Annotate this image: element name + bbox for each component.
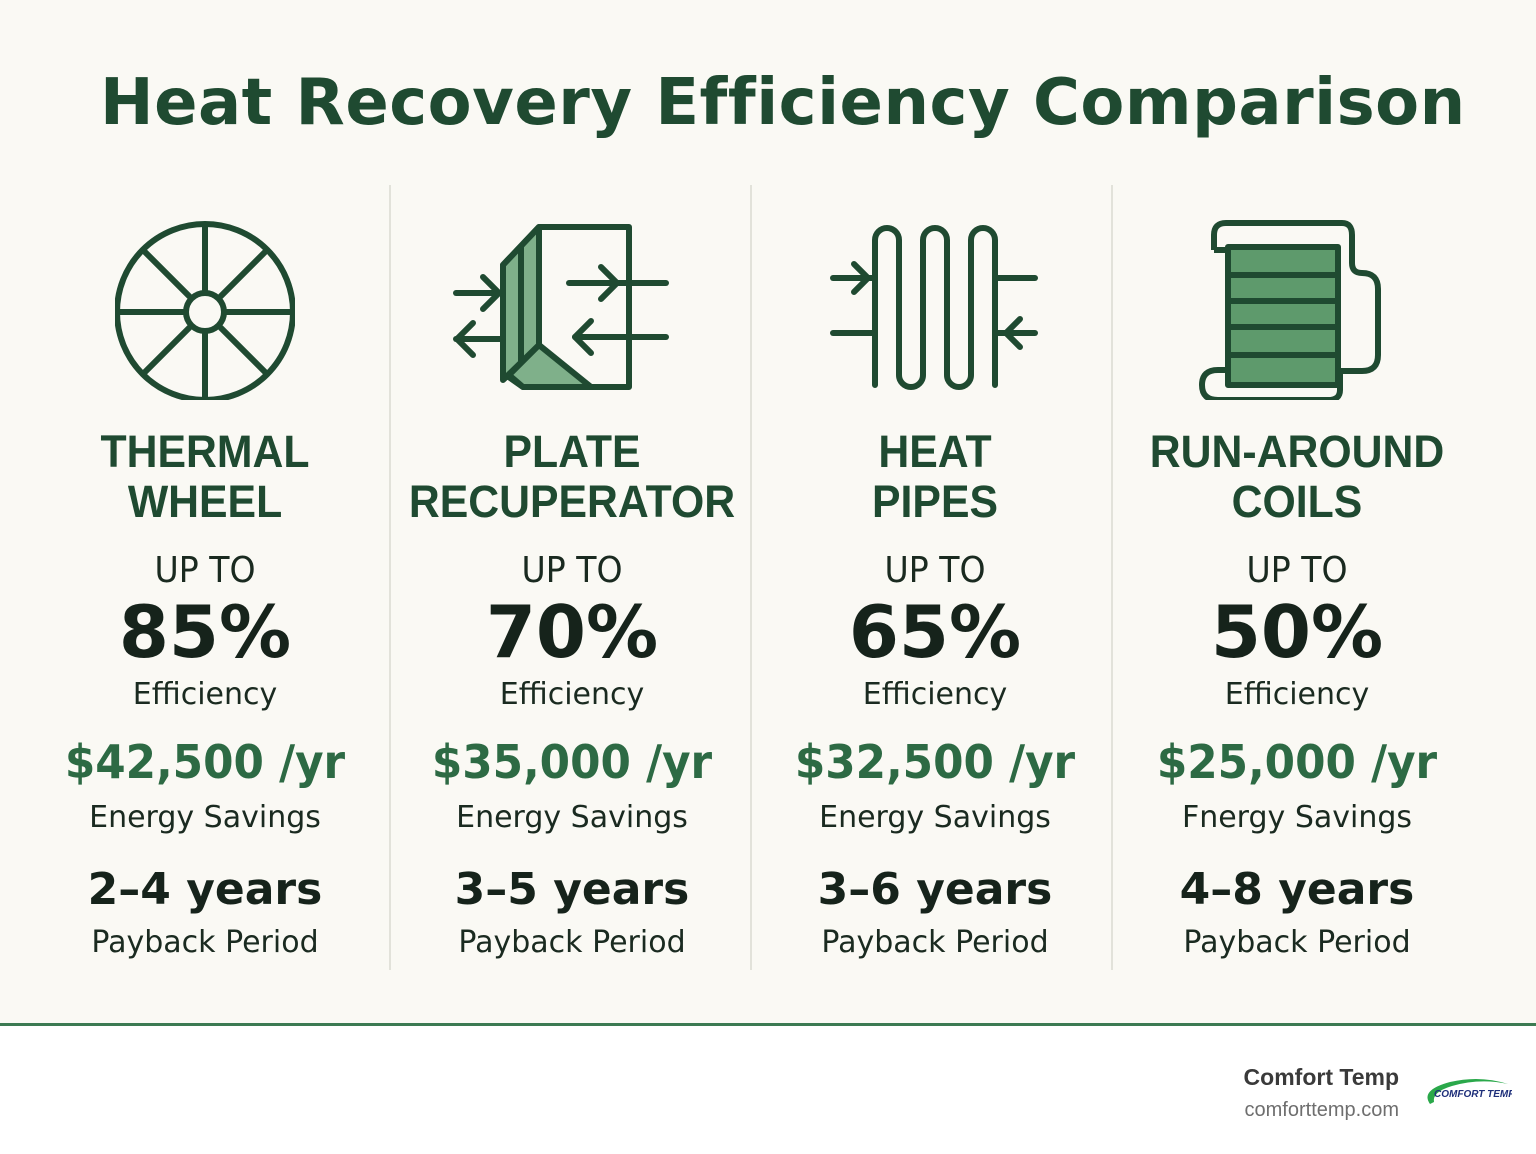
savings-value: $32,500 /yr <box>794 735 1076 789</box>
technology-name: THERMAL WHEEL <box>100 426 310 527</box>
heat-pipes-icon <box>830 225 1038 390</box>
column-divider <box>750 185 752 970</box>
savings-value: $42,500 /yr <box>64 735 346 789</box>
column-thermal-wheel: THERMAL WHEEL UP TO 85% Efficiency $42,50… <box>24 0 386 1000</box>
thermal-wheel-icon <box>115 221 295 400</box>
savings-label: Energy Savings <box>89 800 321 835</box>
footer-divider <box>0 1023 1536 1026</box>
column-divider <box>389 185 391 970</box>
savings-value: $35,000 /yr <box>431 735 713 789</box>
savings-value: $25,000 /yr <box>1156 735 1438 789</box>
up-to-label: UP TO <box>521 550 623 591</box>
technology-name: RUN-AROUND COILS <box>1149 426 1445 527</box>
payback-label: Payback Period <box>821 925 1049 960</box>
savings-label: Energy Savings <box>456 800 688 835</box>
efficiency-value: 65% <box>848 590 1022 674</box>
efficiency-value: 70% <box>485 590 659 674</box>
payback-value: 3–6 years <box>817 864 1053 915</box>
efficiency-label: Efficiency <box>499 677 645 712</box>
efficiency-value: 85% <box>118 590 292 674</box>
up-to-label: UP TO <box>1246 550 1348 591</box>
technology-name: PLATE RECUPERATOR <box>408 426 736 527</box>
efficiency-label: Efficiency <box>1224 677 1370 712</box>
column-divider <box>1111 185 1113 970</box>
payback-value: 3–5 years <box>454 864 690 915</box>
payback-label: Payback Period <box>1183 925 1411 960</box>
payback-value: 4–8 years <box>1179 864 1415 915</box>
efficiency-label: Efficiency <box>862 677 1008 712</box>
payback-label: Payback Period <box>91 925 319 960</box>
efficiency-label: Efficiency <box>132 677 278 712</box>
savings-label: Energy Savings <box>819 800 1051 835</box>
technology-name: HEAT PIPES <box>872 426 998 527</box>
savings-label: Fnergy Savings <box>1181 800 1413 835</box>
brand-name: Comfort Temp <box>1243 1064 1399 1090</box>
comfort-temp-logo: COMFORT TEMP <box>1427 1078 1512 1104</box>
page-title: Heat Recovery Efficiency Comparison <box>100 66 1466 140</box>
up-to-label: UP TO <box>154 550 256 591</box>
payback-label: Payback Period <box>458 925 686 960</box>
run-around-coils-icon <box>1199 220 1381 400</box>
payback-value: 2–4 years <box>87 864 323 915</box>
up-to-label: UP TO <box>884 550 986 591</box>
column-run-around-coils: RUN-AROUND COILS UP TO 50% Efficiency $25… <box>1116 0 1478 1000</box>
column-plate-recuperator: PLATE RECUPERATOR UP TO 70% Efficiency $3… <box>391 0 753 1000</box>
column-heat-pipes: HEAT PIPES UP TO 65% Efficiency $32,500 /… <box>754 0 1116 1000</box>
efficiency-value: 50% <box>1210 590 1384 674</box>
svg-text:COMFORT TEMP: COMFORT TEMP <box>1434 1089 1512 1100</box>
footer <box>0 1026 1536 1154</box>
plate-recuperator-icon <box>453 224 669 390</box>
brand-url[interactable]: comforttemp.com <box>1244 1099 1399 1121</box>
